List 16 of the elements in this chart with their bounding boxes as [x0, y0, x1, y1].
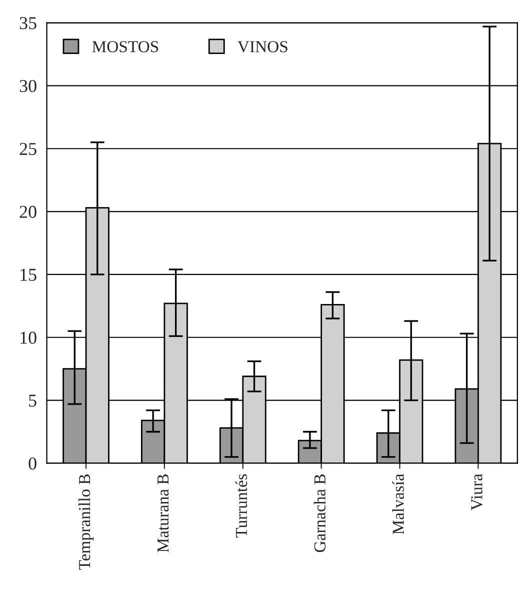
x-tick-label: Garnacha B — [314, 474, 326, 552]
x-tick-label: Turruntés — [235, 474, 248, 538]
y-tick-label: 10 — [20, 332, 36, 344]
y-tick-label: 5 — [29, 394, 36, 407]
y-tick-label: 0 — [28, 457, 36, 470]
x-tick-label: Viura — [471, 474, 482, 510]
y-tick-label: 15 — [20, 268, 36, 281]
y-tick-label: 20 — [20, 206, 36, 218]
y-tick-label: 35 — [20, 17, 36, 30]
x-tick-label: Maturana B — [158, 474, 169, 552]
legend-label: MOSTOS — [92, 41, 158, 52]
legend-label: VINOS — [238, 41, 288, 52]
y-tick-label: 25 — [20, 142, 36, 156]
x-tick-label: Malvasía — [392, 474, 404, 534]
x-tick-label: Tempranillo B — [78, 474, 94, 570]
y-tick-label: 30 — [20, 80, 36, 92]
